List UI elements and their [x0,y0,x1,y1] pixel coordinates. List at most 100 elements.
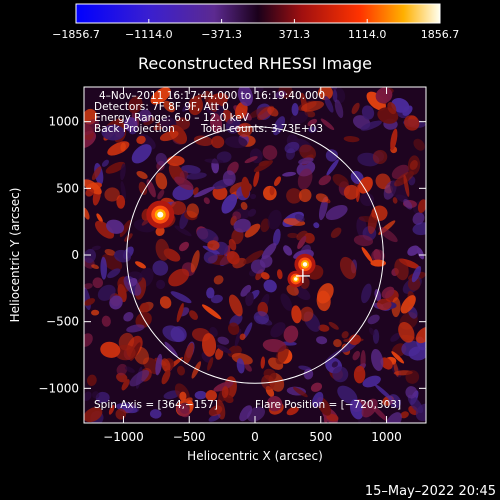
image-texture-blob [334,99,344,118]
image-texture-blob [190,250,200,273]
image-texture-blob [250,259,266,274]
image-texture-blob [282,171,297,177]
image-texture-blob [392,197,398,204]
image-texture-blob [212,185,228,200]
image-texture-blob [202,245,220,255]
image-texture-blob [378,226,398,243]
image-texture-blob [353,365,366,384]
image-texture-blob [131,144,152,164]
image-texture-blob [341,331,349,339]
image-texture-blob [417,199,426,213]
image-area [84,87,426,423]
image-texture-blob [301,100,325,112]
image-texture-blob [360,192,375,207]
image-texture-blob [84,248,96,264]
image-texture-blob [221,193,238,214]
image-texture-blob [316,336,328,345]
image-texture-blob [183,342,194,365]
source-peak [157,211,164,218]
image-texture-blob [368,327,375,336]
image-texture-blob [331,361,338,368]
image-texture-blob [94,220,115,239]
image-texture-blob [403,199,413,210]
image-texture-blob [245,292,254,307]
image-texture-blob [216,344,232,354]
image-texture-blob [226,250,240,265]
image-texture-blob [237,87,254,107]
y-axis-label: Heliocentric Y (arcsec) [8,188,22,323]
image-texture-blob [228,238,237,251]
image-texture-blob [246,406,266,422]
image-texture-blob [385,412,402,423]
image-texture-blob [170,201,186,215]
image-texture-blob [201,304,222,320]
image-texture-blob [174,176,194,191]
image-texture-blob [177,365,186,376]
image-texture-blob [375,87,393,104]
timestamp: 15–May–2022 20:45 [365,484,496,499]
image-texture-blob [109,295,123,310]
image-texture-blob [372,149,388,165]
image-texture-blob [244,363,252,372]
image-texture-blob [299,144,317,161]
image-texture-blob [275,345,289,365]
image-texture-blob [179,391,187,401]
solar-limb-circle [126,126,384,384]
image-texture-blob [287,232,299,239]
image-texture-blob [415,403,426,422]
image-texture-blob [332,366,349,383]
image-texture-blob [204,90,218,113]
image-texture-blob [96,213,103,223]
image-texture-blob [196,228,219,244]
image-texture-blob [291,305,302,324]
image-texture-blob [391,351,405,364]
image-texture-blob [367,314,380,325]
image-texture-blob [308,126,317,133]
image-texture-blob [387,101,397,115]
image-texture-blob [317,87,333,101]
y-tick-label: 500 [56,181,79,195]
image-texture-blob [351,102,360,115]
image-texture-blob [360,120,382,131]
image-texture-blob [136,135,146,145]
image-texture-blob [366,91,386,111]
image-texture-blob [373,249,381,262]
image-texture-blob [123,312,134,322]
image-texture-blob [116,194,126,209]
colorbar-tick-label: −1114.0 [125,28,173,41]
image-texture-blob [239,405,253,422]
image-texture-blob [283,325,299,343]
image-texture-blob [266,395,283,412]
image-texture-blob [401,340,421,357]
spin-axis-label: Spin Axis = [364,−157] [94,399,218,411]
colorbar-tick-label: 1114.0 [348,28,387,41]
image-texture-blob [116,372,128,383]
image-texture-blob [325,204,348,221]
image-texture-blob [126,324,145,333]
image-texture-blob [412,222,426,236]
image-texture-blob [107,268,121,279]
image-texture-blob [243,250,264,265]
image-texture-blob [161,369,171,385]
x-tick-label: −500 [173,430,206,444]
image-texture-blob [161,358,171,373]
image-texture-blob [164,341,178,357]
image-texture-blob [91,166,102,181]
image-texture-blob [286,406,299,416]
image-texture-blob [152,260,169,276]
image-texture-blob [405,386,418,399]
image-texture-blob [253,311,269,325]
image-texture-blob [193,186,215,198]
image-texture-blob [253,160,273,173]
x-tick-label: −1000 [103,430,144,444]
image-texture-blob [269,185,275,196]
image-texture-blob [380,357,393,370]
image-texture-blob [361,283,372,304]
image-texture-blob [280,293,293,311]
image-texture-blob [128,96,143,114]
image-texture-blob [318,196,328,221]
image-texture-blob [201,333,217,357]
image-texture-blob [244,156,258,164]
image-texture-blob [168,268,190,287]
image-texture-blob [411,266,422,283]
